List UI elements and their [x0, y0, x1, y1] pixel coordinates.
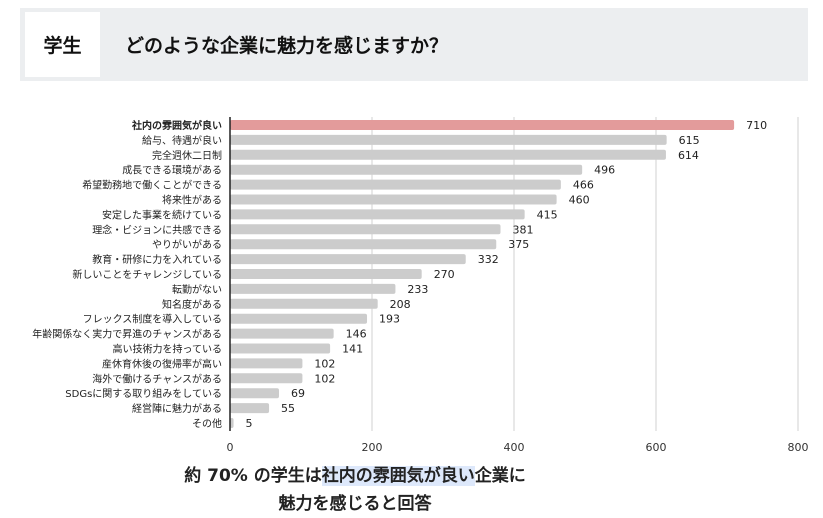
x-tick-label: 400 [504, 441, 525, 454]
question-banner: 学生 どのような企業に魅力を感じますか？ [20, 8, 808, 81]
bar [230, 179, 561, 190]
category-label: SDGsに関する取り組みをしている [65, 387, 222, 400]
x-tick-label: 200 [362, 441, 383, 454]
category-label: 安定した事業を続けている [102, 208, 222, 221]
caption-text: 企業に [474, 466, 526, 486]
category-label: 経営陣に魅力がある [132, 402, 222, 415]
caption-text: 約 70% の学生は [184, 466, 322, 486]
data-label: 332 [478, 253, 499, 266]
data-label: 614 [678, 149, 699, 162]
category-label: 教育・研修に力を入れている [92, 253, 222, 266]
data-label: 375 [508, 238, 529, 251]
bar [230, 283, 396, 294]
category-label: 理念・ビジョンに共感できる [92, 223, 222, 236]
category-label: 成長できる環境がある [122, 164, 222, 177]
data-label: 466 [573, 179, 594, 192]
bar-chart: 0 200 400 600 800 710 社内の雰囲気が良い 615 給与、待遇が良い 614 完… [32, 117, 809, 454]
bar [230, 358, 303, 369]
bar [230, 418, 234, 428]
data-label: 102 [314, 372, 335, 385]
category-label: 将来性がある [162, 194, 222, 207]
bar [230, 403, 270, 414]
bar [230, 239, 497, 250]
bar [230, 194, 557, 205]
data-label: 102 [314, 357, 335, 370]
x-tick-label: 0 [227, 441, 234, 454]
data-label: 270 [434, 268, 455, 281]
category-label: 希望勤務地で働くことができる [82, 179, 222, 192]
data-label: 146 [346, 328, 367, 341]
data-label: 233 [407, 283, 428, 296]
bar [230, 134, 667, 145]
bar [230, 149, 666, 160]
category-label: 社内の雰囲気が良い [131, 119, 222, 132]
caption-line2: 魅力を感じると回答 [278, 494, 432, 514]
category-label: 高い技術力を持っている [113, 343, 223, 356]
data-label: 55 [281, 402, 295, 415]
x-tick-label: 800 [788, 441, 809, 454]
bar [230, 298, 378, 309]
data-label: 496 [594, 164, 615, 177]
respondent-tag: 学生 [25, 12, 100, 77]
data-label: 208 [390, 298, 411, 311]
question-title: どのような企業に魅力を感じますか？ [125, 35, 449, 57]
data-label: 141 [342, 343, 363, 356]
category-label: 転勤がない [172, 283, 222, 296]
data-label: 193 [379, 313, 400, 326]
data-label: 381 [513, 223, 534, 236]
category-label: やりがいがある [152, 238, 222, 251]
data-label: 5 [246, 417, 253, 430]
bar [230, 373, 303, 384]
bar [230, 224, 501, 235]
category-label: 新しいことをチャレンジしている [72, 268, 222, 281]
category-label: 完全週休二日制 [152, 149, 222, 162]
category-label: フレックス制度を導入している [83, 313, 222, 326]
bar [230, 254, 466, 265]
bar [230, 313, 368, 324]
category-label: 給与、待遇が良い [142, 134, 222, 147]
bar [230, 343, 331, 354]
category-label: 知名度がある [162, 298, 222, 311]
category-label: 産休育休後の復帰率が高い [102, 357, 222, 370]
bar [230, 120, 735, 130]
bar [230, 209, 525, 220]
category-label: 年齢関係なく実力で昇進のチャンスがある [32, 328, 222, 341]
bar [230, 388, 279, 399]
data-label: 710 [746, 119, 767, 132]
caption: 約 70% の学生は社内の雰囲気が良い企業に 魅力を感じると回答 [0, 462, 710, 518]
data-label: 415 [537, 208, 558, 221]
data-label: 460 [569, 194, 590, 207]
bar [230, 328, 334, 339]
data-label: 69 [291, 387, 305, 400]
data-label: 615 [679, 134, 700, 147]
x-tick-label: 600 [646, 441, 667, 454]
category-label: 海外で働けるチャンスがある [92, 372, 222, 385]
bar [230, 164, 583, 175]
caption-highlight: 社内の雰囲気が良い [321, 466, 475, 486]
category-label: その他 [192, 417, 222, 430]
bar [230, 269, 422, 279]
